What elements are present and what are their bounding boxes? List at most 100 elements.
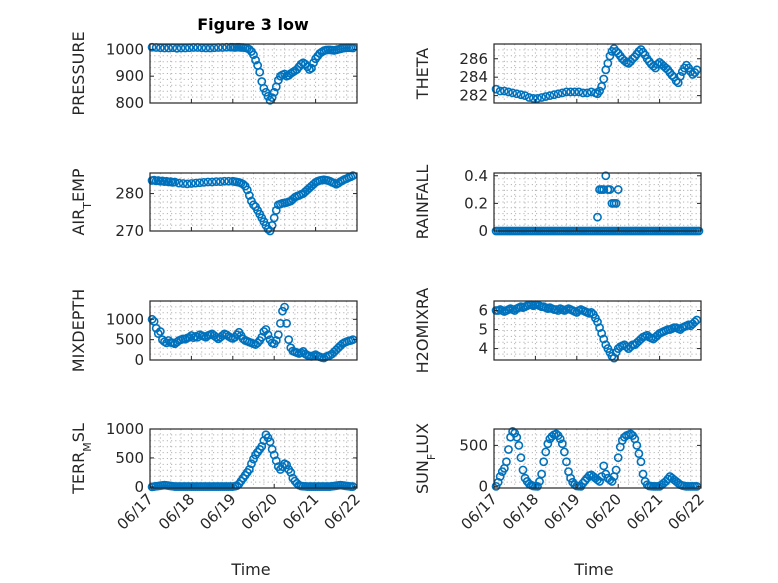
- data-point: [516, 90, 526, 100]
- data-point: [199, 177, 209, 187]
- y-tick-label: 0: [478, 222, 488, 240]
- data-point: [508, 427, 518, 436]
- data-point: [599, 185, 609, 194]
- panel-pressure: 800 900 1000 PRESSURE: [69, 31, 358, 116]
- data-point: [249, 50, 258, 60]
- data-point: [648, 61, 658, 71]
- data-point: [499, 86, 509, 96]
- data-point: [269, 213, 279, 223]
- y-tick-label: 1000: [106, 40, 144, 58]
- panel-air-temp: 270 280 AIRTEMP: [69, 168, 358, 240]
- data-point: [605, 185, 615, 194]
- data-point: [195, 178, 205, 188]
- axes-frame: [493, 172, 702, 232]
- data-point: [597, 328, 607, 338]
- data-point: [265, 437, 275, 447]
- data-point: [251, 55, 260, 65]
- data-point: [238, 179, 248, 189]
- data-point: [280, 302, 289, 312]
- data-point: [186, 179, 196, 188]
- y-tick-label: 1000: [106, 420, 144, 438]
- axes-frame: [493, 428, 702, 489]
- data-point: [520, 91, 530, 101]
- data-point: [184, 332, 194, 342]
- data-point: [562, 457, 571, 467]
- data-point: [162, 338, 171, 348]
- data-point: [218, 331, 227, 340]
- y-tick-label: 1000: [106, 310, 144, 328]
- data-point: [541, 92, 551, 101]
- data-point: [595, 323, 604, 333]
- data-point: [504, 87, 513, 97]
- data-point: [244, 44, 254, 54]
- y-tick-label: 500: [115, 449, 144, 467]
- data-point: [172, 43, 182, 53]
- x-tick-label: 06/19: [196, 490, 239, 533]
- x-tick-label: 06/20: [582, 490, 625, 533]
- data-point: [667, 70, 677, 80]
- data-point: [170, 177, 180, 187]
- data-point: [502, 457, 511, 467]
- data-point: [244, 191, 254, 200]
- data-point: [605, 51, 615, 61]
- data-point: [675, 71, 685, 81]
- data-point: [595, 86, 604, 96]
- x-axis-label-left: Time: [230, 560, 270, 579]
- data-point: [261, 325, 271, 334]
- data-point: [634, 449, 644, 458]
- data-point: [557, 88, 567, 98]
- data-point: [578, 88, 588, 98]
- y-tick-label: 900: [115, 67, 144, 85]
- data-point: [634, 46, 644, 56]
- data-point: [553, 306, 563, 315]
- data-point: [514, 440, 524, 450]
- data-point: [593, 212, 602, 222]
- data-point: [559, 447, 569, 457]
- data-point: [574, 87, 584, 97]
- axes-frame: [493, 43, 702, 104]
- y-axis-label-h2omixra: H2OMIXRA: [413, 288, 432, 374]
- data-point: [570, 87, 580, 97]
- data-point: [566, 87, 575, 97]
- data-point: [516, 453, 526, 463]
- data-point: [599, 334, 609, 344]
- y-tick-label: 0.4: [464, 167, 488, 185]
- axes-frame: [149, 43, 358, 104]
- data-point: [586, 308, 596, 317]
- y-tick-label: 500: [459, 436, 488, 454]
- data-point: [224, 176, 234, 186]
- y-tick-label: 270: [115, 222, 144, 240]
- data-point: [203, 177, 213, 187]
- x-tick-label: 06/19: [540, 490, 583, 533]
- data-point: [253, 338, 263, 348]
- data-point: [562, 87, 571, 97]
- data-point: [307, 63, 316, 73]
- axes-frame: [149, 300, 358, 361]
- data-point: [539, 457, 549, 467]
- y-tick-label: 4: [478, 340, 488, 358]
- data-point: [553, 89, 563, 99]
- data-point: [215, 177, 225, 187]
- y-axis-label-pressure: PRESSURE: [69, 31, 88, 115]
- y-axis-label-sun-flux: SUNFLUX: [413, 423, 438, 494]
- data-point: [495, 86, 505, 96]
- y-tick-label: 286: [459, 50, 488, 68]
- y-axis-label-theta: THETA: [413, 48, 432, 100]
- data-point: [557, 439, 567, 449]
- data-point: [609, 353, 619, 363]
- data-point: [543, 439, 553, 449]
- data-point: [193, 332, 203, 342]
- data-point: [191, 178, 200, 188]
- data-point: [512, 89, 522, 99]
- data-point: [595, 477, 604, 486]
- data-point: [601, 171, 611, 181]
- x-tick-label: 06/20: [238, 490, 281, 533]
- data-point: [663, 474, 673, 484]
- data-point: [549, 90, 559, 100]
- y-tick-label: 0.2: [464, 194, 488, 212]
- data-point: [524, 93, 534, 102]
- data-point: [508, 88, 518, 98]
- data-point: [147, 314, 157, 324]
